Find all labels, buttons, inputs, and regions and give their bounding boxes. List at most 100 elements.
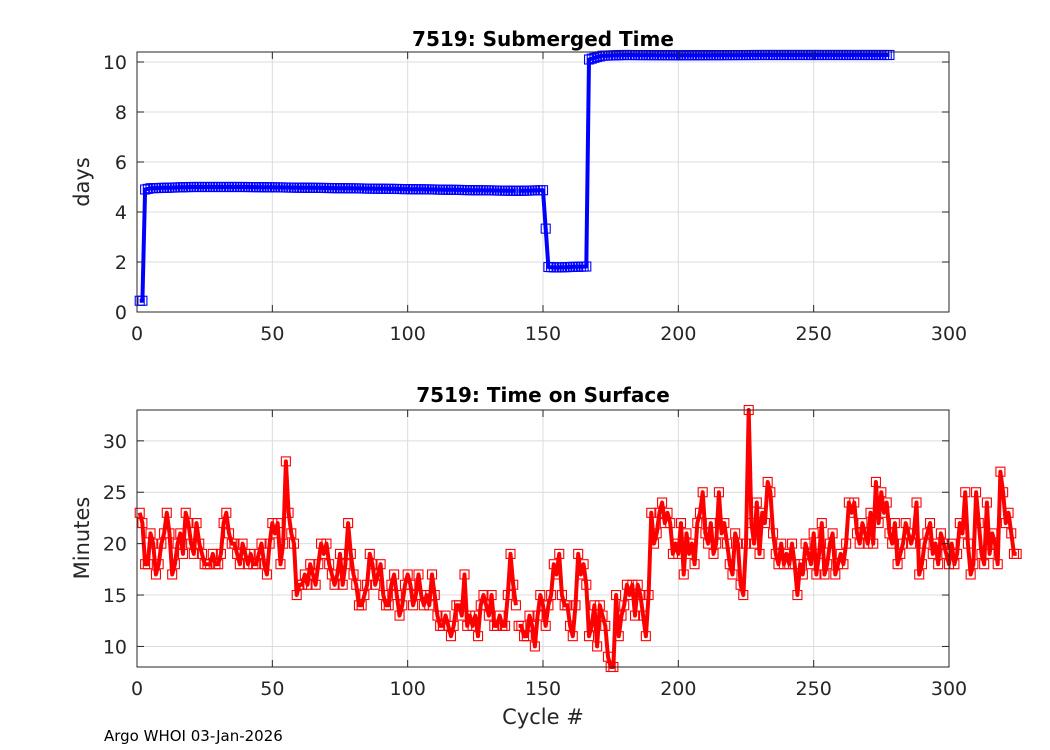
surface-time-ytick-label: 25 bbox=[103, 482, 127, 504]
surface-time-point-marker bbox=[251, 559, 262, 570]
surface-time-point-marker bbox=[148, 538, 159, 549]
surface-time-point-marker bbox=[521, 631, 532, 642]
surface-time-point-marker bbox=[908, 528, 919, 539]
surface-time-point-marker bbox=[762, 476, 773, 488]
surface-time-point-marker bbox=[229, 538, 240, 549]
submerged-time-grid bbox=[136, 52, 950, 313]
surface-time-point-marker bbox=[348, 569, 359, 580]
submerged-time-ticks: 0 50 100 150 200 250 300 0 2 4 6 8 10 bbox=[103, 52, 967, 345]
surface-time-point-marker bbox=[922, 528, 933, 539]
surface-time-point-marker bbox=[675, 518, 687, 529]
surface-time-point-marker bbox=[830, 569, 841, 580]
surface-time-point-marker bbox=[919, 538, 930, 549]
surface-time-point-marker bbox=[868, 538, 879, 549]
surface-time-ytick-label: 15 bbox=[103, 585, 127, 607]
surface-time-point-marker bbox=[467, 620, 478, 631]
surface-time-point-marker bbox=[638, 610, 649, 621]
surface-time-point-marker bbox=[459, 569, 470, 580]
surface-time-point-marker bbox=[159, 528, 170, 539]
surface-time-point-marker bbox=[470, 610, 481, 621]
surface-time-point-marker bbox=[927, 548, 938, 559]
surface-time-point-marker bbox=[137, 518, 148, 529]
surface-time-point-marker bbox=[524, 610, 535, 621]
surface-time-point-marker bbox=[965, 569, 976, 580]
submerged-time-ytick-label: 6 bbox=[115, 152, 127, 174]
surface-time-point-marker bbox=[494, 610, 505, 621]
surface-time-ytick-label: 30 bbox=[103, 431, 127, 453]
surface-time-point-marker bbox=[351, 579, 362, 590]
surface-time-point-marker bbox=[822, 559, 833, 570]
surface-time-point-marker bbox=[933, 559, 944, 570]
surface-time-point-marker bbox=[502, 589, 513, 601]
surface-time-point-marker bbox=[597, 610, 608, 621]
surface-time-point-marker bbox=[264, 538, 275, 549]
surface-time-point-marker bbox=[310, 579, 321, 590]
surface-time-point-marker bbox=[386, 579, 397, 590]
surface-time-point-marker bbox=[865, 507, 876, 518]
surface-time-point-marker bbox=[205, 559, 216, 570]
surface-time-point-marker bbox=[529, 641, 540, 652]
surface-time-point-marker bbox=[394, 610, 405, 621]
surface-time-point-marker bbox=[389, 569, 400, 580]
surface-time-point-marker bbox=[819, 569, 830, 580]
surface-time-point-marker bbox=[992, 559, 1003, 570]
surface-time-point-marker bbox=[878, 507, 890, 518]
surface-time-point-marker bbox=[164, 528, 175, 539]
surface-time-point-marker bbox=[418, 600, 429, 611]
surface-time-point-marker bbox=[242, 559, 254, 570]
surface-time-point-marker bbox=[887, 538, 898, 549]
surface-time-point-marker bbox=[278, 538, 289, 549]
submerged-time-point-marker bbox=[583, 54, 595, 65]
surface-time-point-marker bbox=[1006, 528, 1017, 539]
surface-time-point-marker bbox=[757, 507, 768, 518]
surface-time-point-marker bbox=[548, 559, 559, 570]
surface-time-point-marker bbox=[437, 620, 448, 631]
surface-time-point-marker bbox=[884, 528, 895, 539]
surface-time-point-marker bbox=[362, 579, 373, 590]
surface-time-point-marker bbox=[835, 548, 846, 559]
surface-time-point-marker bbox=[194, 538, 205, 549]
surface-time-point-marker bbox=[483, 610, 494, 621]
surface-time-point-marker bbox=[334, 548, 346, 559]
surface-time-point-marker bbox=[215, 548, 226, 559]
surface-time-point-marker bbox=[814, 548, 825, 559]
surface-time-point-marker bbox=[329, 579, 340, 590]
surface-time-point-marker bbox=[299, 569, 310, 580]
surface-time-point-marker bbox=[156, 538, 167, 549]
footer-credit: Argo WHOI 03-Jan-2026 bbox=[104, 727, 283, 745]
surface-time-point-marker bbox=[372, 569, 383, 580]
surface-time-point-marker bbox=[589, 600, 600, 611]
surface-time-point-marker bbox=[935, 528, 946, 539]
surface-time-grid bbox=[136, 410, 950, 667]
surface-time-point-marker bbox=[841, 538, 852, 549]
surface-time-point-marker bbox=[443, 620, 454, 631]
surface-time-point-marker bbox=[984, 548, 995, 559]
surface-time-point-marker bbox=[478, 589, 489, 601]
surface-time-ytick-label: 10 bbox=[103, 636, 127, 658]
surface-time-point-marker bbox=[646, 507, 657, 518]
submerged-time-xtick-label: 50 bbox=[260, 323, 284, 345]
surface-time-point-marker bbox=[732, 538, 743, 549]
surface-time-point-marker bbox=[789, 559, 800, 570]
surface-time-point-marker bbox=[307, 569, 318, 580]
surface-time-point-marker bbox=[445, 631, 457, 642]
surface-time-point-marker bbox=[456, 610, 467, 621]
submerged-time-point-marker bbox=[137, 295, 148, 306]
surface-time-point-marker bbox=[600, 620, 611, 631]
surface-time-point-marker bbox=[565, 620, 576, 631]
surface-time-point-marker bbox=[949, 559, 960, 570]
surface-time-point-marker bbox=[700, 528, 711, 539]
surface-time-point-marker bbox=[686, 538, 697, 549]
surface-time-point-marker bbox=[640, 631, 651, 642]
surface-time-point-marker bbox=[356, 600, 367, 611]
surface-time-point-marker bbox=[843, 497, 854, 508]
surface-time-point-marker bbox=[1003, 507, 1014, 518]
surface-time-point-marker bbox=[602, 651, 614, 662]
surface-time-point-marker bbox=[624, 589, 635, 601]
surface-time-point-marker bbox=[321, 538, 332, 549]
surface-time-point-marker bbox=[177, 548, 189, 559]
surface-time-point-marker bbox=[583, 631, 595, 642]
surface-time-point-marker bbox=[952, 548, 963, 559]
surface-time-point-marker bbox=[916, 559, 927, 570]
